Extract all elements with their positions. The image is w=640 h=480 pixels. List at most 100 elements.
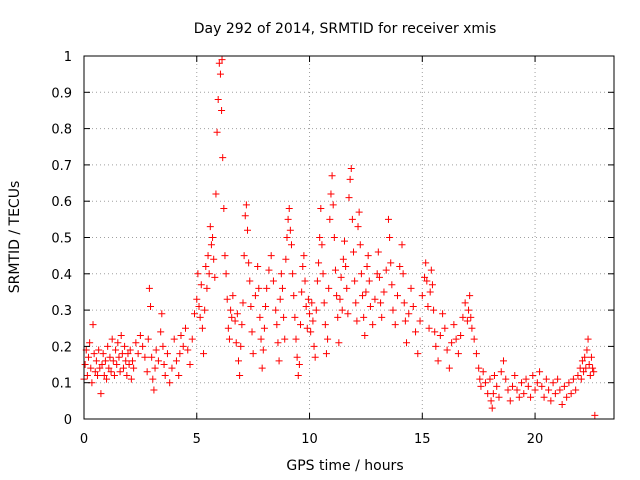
data-point [267, 252, 275, 260]
data-point [234, 357, 242, 365]
data-point [540, 393, 548, 401]
data-point [272, 306, 280, 314]
data-point [321, 321, 329, 329]
data-point [365, 277, 373, 285]
data-point [280, 313, 288, 321]
data-point [91, 368, 99, 376]
data-point [150, 386, 158, 394]
data-point [247, 302, 255, 310]
data-point [263, 284, 271, 292]
data-point [320, 299, 328, 307]
data-point [99, 350, 107, 358]
data-point [551, 390, 559, 398]
data-point [262, 302, 270, 310]
data-point [159, 342, 167, 350]
data-point [197, 281, 205, 289]
data-point [210, 255, 218, 263]
data-point [434, 357, 442, 365]
data-point [295, 361, 303, 369]
data-point [324, 335, 332, 343]
data-point [124, 350, 132, 358]
data-point [536, 368, 544, 376]
data-point [488, 404, 496, 412]
data-point [563, 393, 571, 401]
data-point [186, 361, 194, 369]
data-point [299, 263, 307, 271]
data-point [334, 313, 342, 321]
data-point [202, 263, 210, 271]
data-point [421, 273, 429, 281]
data-point [587, 353, 595, 361]
data-point [163, 350, 171, 358]
data-point [459, 313, 467, 321]
data-point [565, 379, 573, 387]
data-point [168, 364, 176, 372]
data-point [198, 324, 206, 332]
data-point [527, 393, 535, 401]
data-point [489, 390, 497, 398]
data-point [310, 342, 318, 350]
data-point [533, 379, 541, 387]
data-point [355, 208, 363, 216]
data-point [85, 353, 93, 361]
data-point [117, 332, 125, 340]
data-point [375, 273, 383, 281]
data-point [352, 299, 360, 307]
data-point [585, 361, 593, 369]
data-point [87, 364, 95, 372]
data-point [130, 364, 138, 372]
data-point [92, 357, 100, 365]
data-point [81, 361, 89, 369]
data-point [330, 234, 338, 241]
data-point [386, 234, 394, 241]
data-point [572, 386, 580, 394]
data-point [538, 382, 546, 390]
data-point [586, 371, 594, 379]
data-point [348, 215, 356, 223]
data-point [426, 288, 434, 296]
data-point [194, 270, 202, 278]
data-point [401, 317, 409, 325]
y-tick-label: 0.6 [51, 195, 72, 210]
data-point [387, 259, 395, 267]
data-point [357, 270, 365, 278]
data-point [113, 361, 121, 369]
data-point [443, 346, 451, 354]
data-point [479, 368, 487, 376]
data-point [229, 292, 237, 300]
data-point [222, 270, 230, 278]
data-point [218, 56, 226, 64]
data-point [103, 375, 111, 383]
data-point [315, 259, 323, 267]
data-point [560, 382, 568, 390]
data-point [466, 292, 474, 300]
data-point [181, 324, 189, 332]
data-point [336, 295, 344, 303]
data-point [110, 371, 118, 379]
data-point [361, 332, 369, 340]
data-point [147, 302, 155, 310]
y-tick-label: 0.4 [51, 268, 72, 283]
data-point [232, 339, 240, 347]
data-point [121, 342, 129, 350]
data-point [380, 288, 388, 296]
data-point [285, 204, 293, 212]
data-point [511, 371, 519, 379]
data-point [582, 364, 590, 372]
data-point [302, 302, 310, 310]
data-point [490, 371, 498, 379]
data-point [282, 255, 290, 263]
data-point [452, 335, 460, 343]
data-point [233, 310, 241, 318]
data-point [427, 266, 435, 274]
data-point [254, 263, 262, 271]
data-point [273, 321, 281, 329]
data-point [549, 379, 557, 387]
data-point [513, 386, 521, 394]
data-point [245, 259, 253, 267]
data-point [265, 266, 273, 274]
data-point [160, 361, 168, 369]
x-tick-label: 5 [193, 432, 201, 447]
data-point [188, 335, 196, 343]
data-point [405, 310, 413, 318]
